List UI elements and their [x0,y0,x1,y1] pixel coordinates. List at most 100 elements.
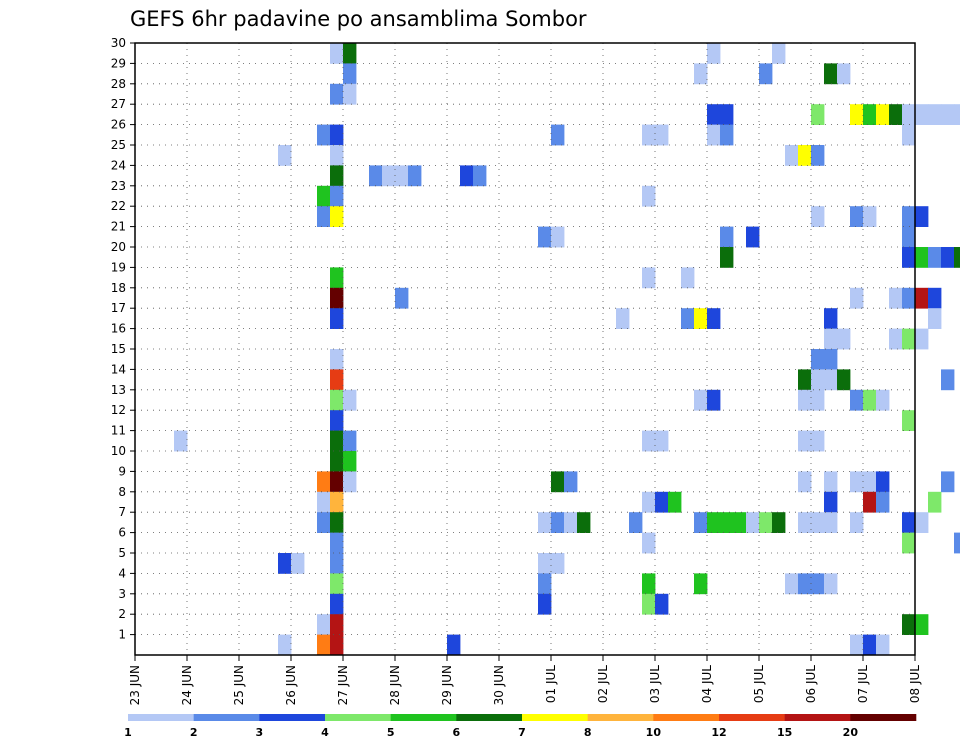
y-tick-label: 5 [118,546,126,560]
heatmap-cells [174,43,960,656]
precip-cell [395,287,409,309]
precip-cell [564,512,578,533]
y-tick-label: 11 [111,424,126,438]
precip-cell [720,512,734,533]
colorbar-swatch [587,714,654,721]
precip-cell [317,512,331,533]
precip-cell [330,287,344,309]
precip-cell [551,512,565,533]
precip-cell [538,553,552,574]
precip-cell [343,83,357,105]
precip-cell [798,512,812,533]
precip-cell [811,145,825,166]
x-tick-label: 05 JUL [752,665,766,703]
precip-cell [876,389,890,411]
colorbar-swatch [325,714,391,721]
precip-cell [642,573,656,595]
precip-cell [681,267,695,289]
precip-cell [759,63,773,85]
precip-cell [928,308,942,329]
precip-cell [928,104,942,125]
colorbar-label: 8 [584,726,592,739]
precip-cell [343,389,357,411]
colorbar-swatch [784,714,851,721]
precip-cell [850,512,864,533]
precip-cell [876,634,890,656]
precip-cell [902,104,916,125]
precip-cell [798,573,812,595]
precip-cell [707,124,721,146]
precip-cell [915,328,929,350]
precip-cell [798,369,812,391]
y-tick-label: 15 [111,342,126,356]
precip-cell [798,430,812,452]
precip-cell [317,471,331,493]
precip-cell [291,553,305,574]
y-axis: 1234567891011121314151617181920212223242… [111,36,135,642]
y-tick-label: 24 [111,158,126,172]
precip-cell [915,614,929,635]
precip-cell [681,308,695,329]
precip-cell [850,471,864,493]
y-tick-label: 6 [118,526,126,540]
precip-cell [837,63,851,85]
precip-cell [577,512,591,533]
y-tick-label: 19 [111,260,126,274]
precip-cell [655,124,669,146]
precip-cell [720,104,734,125]
precip-cell [850,206,864,227]
precip-cell [330,43,344,64]
precip-cell [746,226,760,248]
grid-lines [135,43,915,655]
y-tick-label: 16 [111,322,126,336]
precip-cell [850,104,864,125]
precip-cell [642,491,656,513]
colorbar-label: 15 [777,726,792,739]
precip-cell [811,573,825,595]
precip-cell [850,389,864,411]
precip-cell [915,104,929,125]
precip-cell [928,491,942,513]
y-tick-label: 23 [111,179,126,193]
precip-cell [278,553,292,574]
precip-cell [343,63,357,85]
precip-cell [343,451,357,472]
x-tick-label: 26 JUN [284,665,298,705]
precip-cell [330,124,344,146]
x-tick-label: 01 JUL [544,665,558,703]
x-tick-label: 24 JUN [180,665,194,705]
precip-cell [811,104,825,125]
x-tick-label: 03 JUL [648,665,662,703]
precip-cell [551,471,565,493]
precip-cell [330,83,344,105]
precip-cell [330,491,344,513]
precip-cell [863,471,877,493]
precip-cell [317,124,331,146]
precip-cell [330,369,344,391]
precip-cell [798,471,812,493]
precip-cell [954,104,960,125]
colorbar-swatch [850,714,917,721]
precip-cell [538,573,552,595]
colorbar-label: 4 [321,726,329,739]
precip-cell [538,593,552,615]
precip-cell [317,614,331,635]
precip-cell [772,43,786,64]
precip-cell [330,308,344,329]
precip-cell [668,491,682,513]
y-tick-label: 17 [111,301,126,315]
precip-cell [655,593,669,615]
precip-cell [174,430,188,452]
colorbar-swatch [259,714,326,721]
precip-cell [772,512,786,533]
x-tick-label: 04 JUL [700,665,714,703]
y-tick-label: 10 [111,444,126,458]
precip-cell [824,63,838,85]
precip-cell [824,491,838,513]
precip-cell [473,165,487,187]
precip-cell [551,226,565,248]
precip-cell [720,124,734,146]
precip-cell [733,512,747,533]
precip-cell [876,104,890,125]
